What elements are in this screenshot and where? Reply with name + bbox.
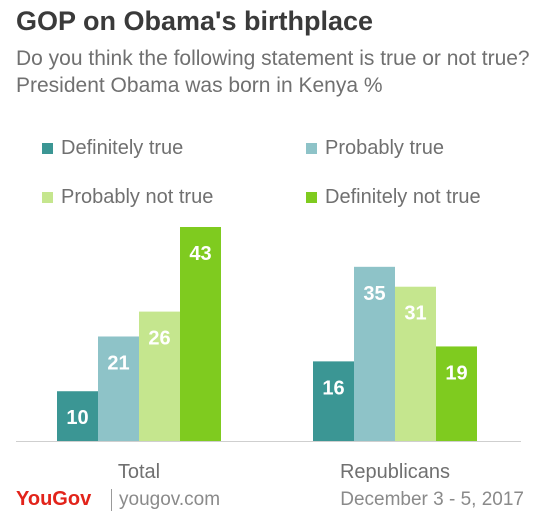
- legend-item-probably-true: Probably true: [306, 137, 444, 160]
- legend-label-definitely-true: Definitely true: [61, 137, 184, 159]
- category-label-total: Total: [118, 461, 160, 483]
- bar-total-definitely-not-true: [180, 227, 221, 441]
- bar-republicans-definitely-not-true: [436, 346, 477, 441]
- chart-title: GOP on Obama's birthplace: [16, 6, 374, 36]
- legend-swatch-probably-not-true: [42, 192, 53, 203]
- legend-label-probably-true: Probably true: [325, 137, 444, 159]
- footer-date: December 3 - 5, 2017: [340, 489, 524, 510]
- bar-republicans-probably-true: [354, 266, 395, 441]
- data-label-total-probably-not-true: 26: [148, 328, 170, 350]
- data-label-republicans-definitely-true: 16: [322, 377, 344, 399]
- legend-label-probably-not-true: Probably not true: [61, 186, 214, 208]
- bar-total-probably-true: [98, 336, 139, 441]
- footer-divider: [111, 489, 112, 511]
- data-label-total-definitely-true: 10: [66, 407, 88, 429]
- legend-swatch-definitely-not-true: [306, 192, 317, 203]
- legend-swatch-definitely-true: [42, 143, 53, 154]
- legend-item-probably-not-true: Probably not true: [42, 186, 213, 209]
- chart-subtitle: Do you think the following statement is …: [16, 47, 530, 97]
- data-label-republicans-probably-true: 35: [363, 283, 385, 305]
- data-label-total-probably-true: 21: [107, 352, 129, 374]
- bar-total-definitely-true: [57, 391, 98, 441]
- data-label-total-definitely-not-true: 43: [189, 243, 211, 265]
- category-label-republicans: Republicans: [340, 461, 450, 483]
- legend-item-definitely-not-true: Definitely not true: [306, 186, 481, 209]
- data-label-republicans-definitely-not-true: 19: [445, 362, 467, 384]
- data-label-republicans-probably-not-true: 31: [404, 303, 426, 325]
- bar-republicans-definitely-true: [313, 361, 354, 441]
- bar-total-probably-not-true: [139, 311, 180, 441]
- bar-republicans-probably-not-true: [395, 286, 436, 441]
- yougov-logo: YouGov: [16, 488, 92, 510]
- legend-swatch-probably-true: [306, 143, 317, 154]
- footer-site: yougov.com: [119, 489, 221, 510]
- legend-item-definitely-true: Definitely true: [42, 137, 183, 160]
- legend-label-definitely-not-true: Definitely not true: [325, 186, 481, 208]
